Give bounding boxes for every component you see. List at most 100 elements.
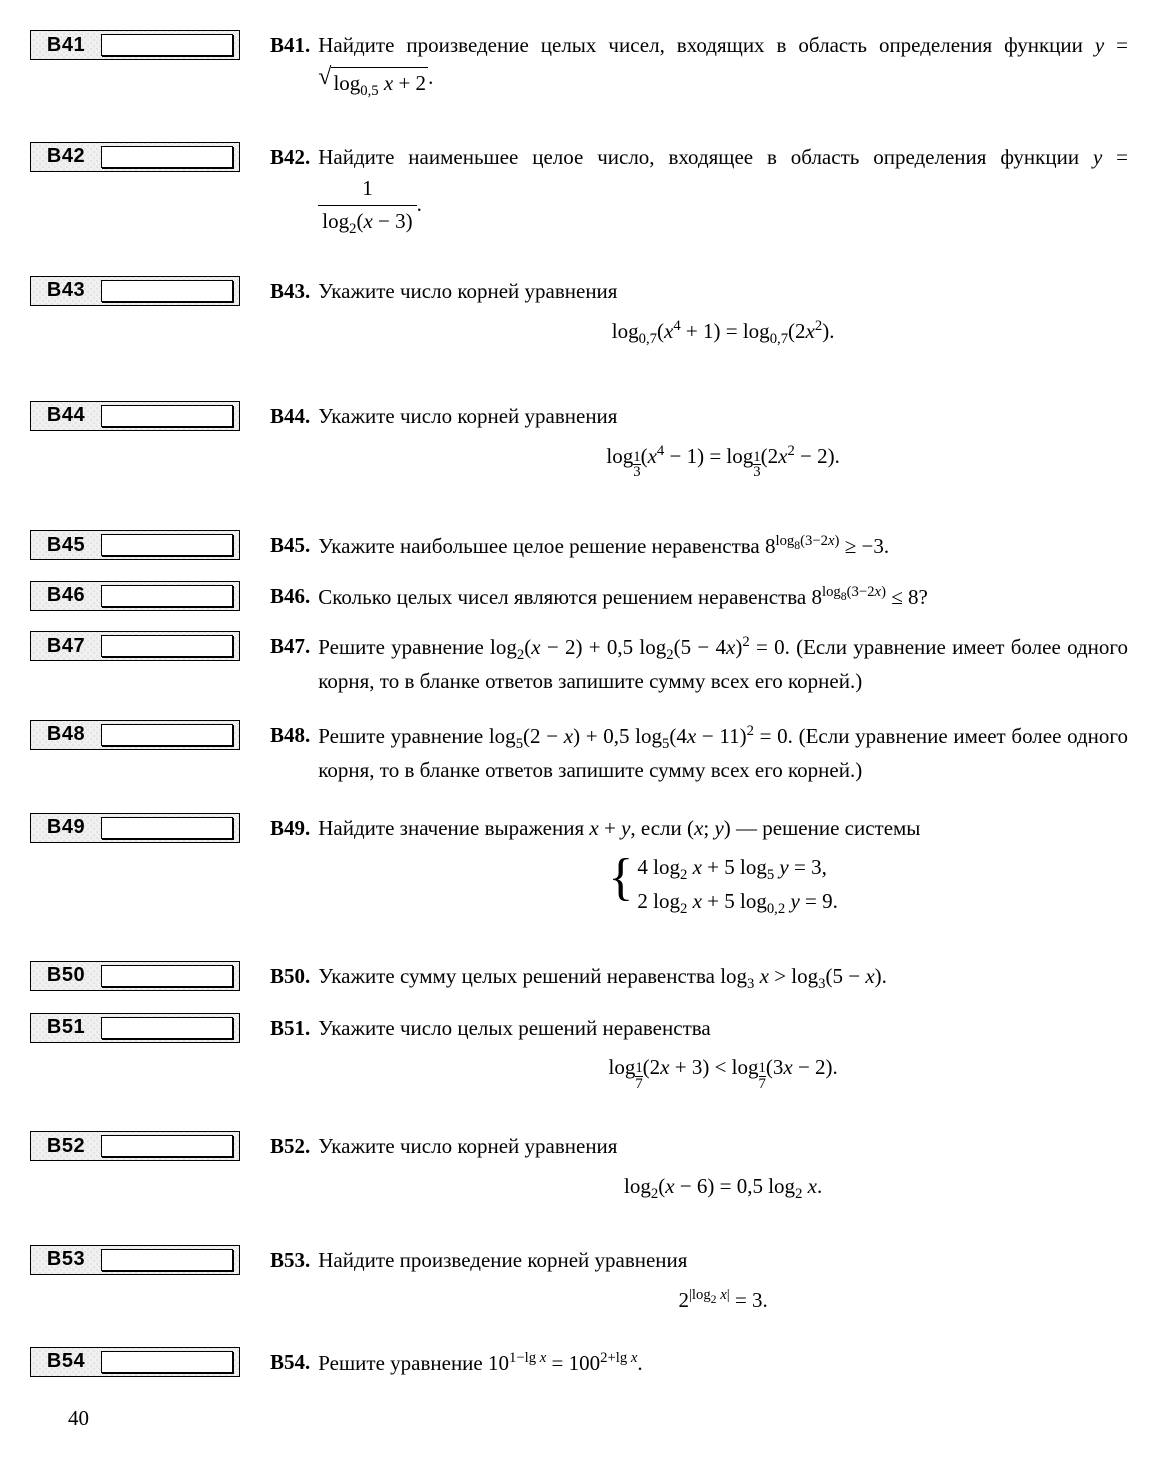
- problem-body-b48: Решите уравнение log5(2 − x) + 0,5 log5(…: [318, 720, 1128, 787]
- problem-num-b45: В45.: [270, 530, 318, 562]
- answer-box-b52: В52: [30, 1131, 240, 1161]
- answer-label-b49: В49: [31, 814, 101, 842]
- problem-body-b54: Решите уравнение 101−lg x = 1002+lg x.: [318, 1347, 1128, 1380]
- problem-num-b43: В43.: [270, 276, 318, 308]
- answer-field-b54[interactable]: [101, 1351, 233, 1373]
- problem-formula-b51: log17(2x + 3) < log17(3x − 2).: [318, 1052, 1128, 1091]
- problem-text-b45: Укажите наибольшее целое решение неравен…: [318, 534, 765, 558]
- problem-num-b53: В53.: [270, 1245, 318, 1277]
- problem-math-b54: 101−lg x = 1002+lg x.: [488, 1351, 643, 1375]
- problem-text-b50: Укажите сумму целых решений неравенства: [318, 964, 720, 988]
- problem-text-b44: Укажите число корней уравнения: [318, 404, 617, 428]
- problem-body-b44: Укажите число корней уравнения log13(x4 …: [318, 401, 1128, 484]
- problem-formula-b44: log13(x4 − 1) = log13(2x2 − 2).: [318, 440, 1128, 480]
- problem-text-b51: Укажите число целых решений неравенства: [318, 1016, 710, 1040]
- problem-num-b52: В52.: [270, 1131, 318, 1163]
- problem-num-b47: В47.: [270, 631, 318, 663]
- answer-field-b53[interactable]: [101, 1249, 233, 1271]
- answer-label-b45: В45: [31, 531, 101, 559]
- problem-text-b46: Сколько целых чисел являются решением не…: [318, 585, 811, 609]
- page: В41 В41. Найдите произведение целых чисе…: [0, 0, 1168, 1437]
- answer-box-b47: В47: [30, 631, 240, 661]
- problem-text-b54: Решите уравнение: [318, 1351, 488, 1375]
- row-b53: В53 В53. Найдите произведение корней ура…: [30, 1245, 1128, 1321]
- problem-text-b53: Найдите произведение корней уравнения: [318, 1248, 687, 1272]
- problem-num-b51: В51.: [270, 1013, 318, 1045]
- problem-body-b46: Сколько целых чисел являются решением не…: [318, 581, 1128, 614]
- problem-body-b51: Укажите число целых решений неравенства …: [318, 1013, 1128, 1095]
- answer-field-b51[interactable]: [101, 1017, 233, 1039]
- row-b43: В43 В43. Укажите число корней уравнения …: [30, 276, 1128, 355]
- answer-box-b42: В42: [30, 142, 240, 172]
- answer-label-b42: В42: [31, 143, 101, 171]
- problem-b44: В44. Укажите число корней уравнения log1…: [270, 401, 1128, 484]
- answer-field-b46[interactable]: [101, 585, 233, 607]
- system-line2-b49: 2 log2 x + 5 log0,2 y = 9.: [637, 886, 837, 920]
- page-number: 40: [68, 1406, 89, 1431]
- system-line1-b49: 4 log2 x + 5 log5 y = 3,: [637, 852, 837, 886]
- row-b51: В51 В51. Укажите число целых решений нер…: [30, 1013, 1128, 1095]
- problem-b42: В42. Найдите наименьшее целое число, вхо…: [270, 142, 1128, 240]
- answer-box-b49: В49: [30, 813, 240, 843]
- answer-box-b45: В45: [30, 530, 240, 560]
- problem-body-b50: Укажите сумму целых решений неравенства …: [318, 961, 1128, 995]
- problem-body-b53: Найдите произведение корней уравнения 2|…: [318, 1245, 1128, 1321]
- problem-formula-b43: log0,7(x4 + 1) = log0,7(2x2).: [318, 315, 1128, 350]
- answer-label-b43: В43: [31, 277, 101, 305]
- answer-field-b43[interactable]: [101, 280, 233, 302]
- answer-label-b54: В54: [31, 1348, 101, 1376]
- problem-body-b47: Решите уравнение log2(x − 2) + 0,5 log2(…: [318, 631, 1128, 698]
- answer-field-b44[interactable]: [101, 405, 233, 427]
- problem-b41: В41. Найдите произведение целых чисел, в…: [270, 30, 1128, 102]
- answer-label-b47: В47: [31, 632, 101, 660]
- problem-b49: В49. Найдите значение выражения x + y, е…: [270, 813, 1128, 925]
- row-b48: В48 В48. Решите уравнение log5(2 − x) + …: [30, 720, 1128, 787]
- answer-box-b44: В44: [30, 401, 240, 431]
- problem-body-b49: Найдите значение выражения x + y, если (…: [318, 813, 1128, 925]
- answer-field-b45[interactable]: [101, 534, 233, 556]
- problem-body-b45: Укажите наибольшее целое решение неравен…: [318, 530, 1128, 563]
- answer-box-b53: В53: [30, 1245, 240, 1275]
- problem-math-b46: 8log8(3−2x) ≤ 8?: [812, 585, 928, 609]
- row-b49: В49 В49. Найдите значение выражения x + …: [30, 813, 1128, 925]
- answer-field-b47[interactable]: [101, 635, 233, 657]
- answer-label-b44: В44: [31, 402, 101, 430]
- problem-b43: В43. Укажите число корней уравнения log0…: [270, 276, 1128, 355]
- problem-text-b43: Укажите число корней уравнения: [318, 279, 617, 303]
- problem-b52: В52. Укажите число корней уравнения log2…: [270, 1131, 1128, 1209]
- problem-text-b52: Укажите число корней уравнения: [318, 1134, 617, 1158]
- problem-body-b41: Найдите произведение целых чисел, входящ…: [318, 30, 1128, 102]
- problem-math-b50: log3 x > log3(5 − x).: [720, 964, 887, 988]
- row-b52: В52 В52. Укажите число корней уравнения …: [30, 1131, 1128, 1209]
- row-b44: В44 В44. Укажите число корней уравнения …: [30, 401, 1128, 484]
- answer-label-b51: В51: [31, 1014, 101, 1042]
- answer-field-b42[interactable]: [101, 146, 233, 168]
- problem-num-b48: В48.: [270, 720, 318, 752]
- problem-body-b52: Укажите число корней уравнения log2(x − …: [318, 1131, 1128, 1209]
- problem-num-b41: В41.: [270, 30, 318, 62]
- row-b54: В54 В54. Решите уравнение 101−lg x = 100…: [30, 1347, 1128, 1380]
- answer-field-b52[interactable]: [101, 1135, 233, 1157]
- answer-label-b41: В41: [31, 31, 101, 59]
- problem-b45: В45. Укажите наибольшее целое решение не…: [270, 530, 1128, 563]
- answer-label-b46: В46: [31, 582, 101, 610]
- problem-num-b44: В44.: [270, 401, 318, 433]
- answer-box-b50: В50: [30, 961, 240, 991]
- problem-b46: В46. Сколько целых чисел являются решени…: [270, 581, 1128, 614]
- answer-box-b41: В41: [30, 30, 240, 60]
- problem-math-b45: 8log8(3−2x) ≥ −3.: [765, 534, 889, 558]
- row-b41: В41 В41. Найдите произведение целых чисе…: [30, 30, 1128, 102]
- problem-num-b50: В50.: [270, 961, 318, 993]
- row-b46: В46 В46. Сколько целых чисел являются ре…: [30, 581, 1128, 614]
- problem-num-b49: В49.: [270, 813, 318, 845]
- answer-field-b41[interactable]: [101, 34, 233, 56]
- answer-field-b49[interactable]: [101, 817, 233, 839]
- problem-b47: В47. Решите уравнение log2(x − 2) + 0,5 …: [270, 631, 1128, 698]
- problem-body-b42: Найдите наименьшее целое число, входящее…: [318, 142, 1128, 240]
- answer-box-b54: В54: [30, 1347, 240, 1377]
- answer-field-b50[interactable]: [101, 965, 233, 987]
- answer-box-b51: В51: [30, 1013, 240, 1043]
- problem-b50: В50. Укажите сумму целых решений неравен…: [270, 961, 1128, 995]
- row-b42: В42 В42. Найдите наименьшее целое число,…: [30, 142, 1128, 240]
- answer-field-b48[interactable]: [101, 724, 233, 746]
